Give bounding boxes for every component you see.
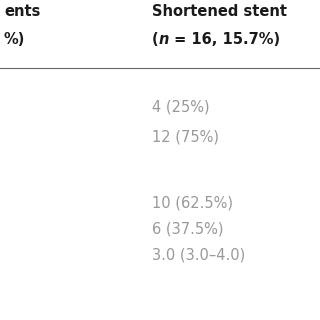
Text: ents: ents xyxy=(4,4,40,19)
Text: Shortened stent: Shortened stent xyxy=(152,4,287,19)
Text: 10 (62.5%): 10 (62.5%) xyxy=(152,195,233,210)
Text: 12 (75%): 12 (75%) xyxy=(152,130,219,145)
Text: 4 (25%): 4 (25%) xyxy=(152,100,210,115)
Text: (: ( xyxy=(152,32,159,47)
Text: = 16, 15.7%): = 16, 15.7%) xyxy=(169,32,280,47)
Text: 3.0 (3.0–4.0): 3.0 (3.0–4.0) xyxy=(152,248,245,263)
Text: %): %) xyxy=(4,32,25,47)
Text: 6 (37.5%): 6 (37.5%) xyxy=(152,222,223,237)
Text: n: n xyxy=(159,32,169,47)
